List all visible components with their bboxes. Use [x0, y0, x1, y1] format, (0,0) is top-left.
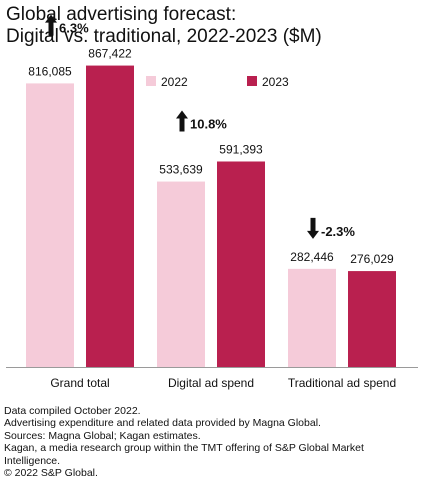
chart-subtitle: Digital vs. traditional, 2022-2023 ($M) [6, 26, 322, 47]
bar-2022-0 [26, 83, 74, 367]
bar-chart: 2022 2023 816,085 867,422 Grand total 6.3% 533… [6, 14, 418, 390]
arrow-up-icon [176, 110, 188, 132]
bar-2023-1 [217, 161, 265, 367]
data-label-2022-2: 282,446 [290, 250, 334, 264]
category-label-1: Digital ad spend [168, 376, 254, 390]
chart-title: Global advertising forecast: Digital vs.… [6, 4, 416, 48]
category-label-2: Traditional ad spend [288, 376, 396, 390]
bar-2023-2 [348, 271, 396, 367]
footer-line-2: Advertising expenditure and related data… [4, 417, 321, 430]
footer-line-1: Data compiled October 2022. [4, 405, 141, 417]
bar-2022-1 [157, 181, 205, 367]
data-label-2023-0: 867,422 [88, 47, 132, 61]
data-label-2022-0: 816,085 [28, 64, 72, 78]
category-label-0: Grand total [50, 376, 109, 390]
legend-swatch-2023 [247, 76, 257, 86]
growth-annotation-2: -2.3% [321, 224, 355, 239]
legend-swatch-2022 [146, 76, 156, 86]
growth-annotation-0: 6.3% [59, 21, 89, 36]
legend-label-2023: 2023 [262, 75, 289, 89]
chart-title-line-1: Global advertising forecast: [6, 4, 237, 25]
arrow-up-icon [45, 14, 57, 36]
growth-annotation-1: 10.8% [190, 116, 227, 131]
data-label-2022-1: 533,639 [159, 163, 203, 177]
chart-footer: Data compiled October 2022. Advertising … [4, 405, 422, 479]
footer-line-3: Sources: Magna Global; Kagan estimates. [4, 429, 201, 442]
bar-2022-2 [288, 268, 336, 367]
footer-line-5: © 2022 S&P Global. [4, 467, 98, 480]
data-label-2023-1: 591,393 [219, 142, 263, 156]
data-label-2023-2: 276,029 [350, 252, 394, 266]
arrow-down-icon [307, 217, 319, 239]
footer-line-4: Kagan, a media research group within the… [4, 442, 364, 467]
legend-label-2022: 2022 [161, 75, 188, 89]
bar-2023-0 [86, 65, 134, 367]
